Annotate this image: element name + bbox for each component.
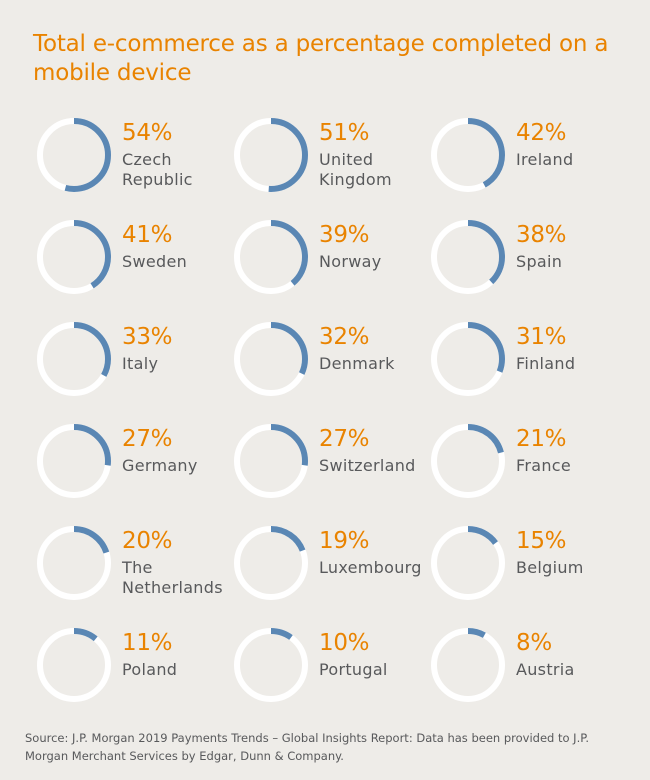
country-label: Belgium xyxy=(516,558,584,577)
donut-chart xyxy=(37,118,111,192)
donut-value-arc xyxy=(431,424,505,498)
donut-chart xyxy=(234,526,308,600)
country-label: Luxembourg xyxy=(319,558,422,577)
donut-tile: 51% United Kingdom xyxy=(233,117,433,207)
donut-chart xyxy=(234,322,308,396)
donut-tile: 32% Denmark xyxy=(233,321,433,411)
donut-track xyxy=(37,628,111,702)
donut-tile: 10% Portugal xyxy=(233,627,433,717)
donut-chart xyxy=(37,628,111,702)
donut-value-arc xyxy=(234,424,308,498)
chart-title: Total e-commerce as a percentage complet… xyxy=(33,31,609,86)
percentage-value: 41% xyxy=(122,222,173,248)
donut-chart xyxy=(37,424,111,498)
donut-chart xyxy=(431,526,505,600)
donut-track xyxy=(431,628,505,702)
donut-tile: 31% Finland xyxy=(430,321,630,411)
country-label: Poland xyxy=(122,660,178,679)
percentage-value: 27% xyxy=(319,426,370,452)
country-label: Switzerland xyxy=(319,456,416,475)
donut-track xyxy=(234,628,308,702)
donut-chart xyxy=(234,628,308,702)
donut-chart xyxy=(431,424,505,498)
donut-value-arc xyxy=(234,628,308,702)
country-label: Sweden xyxy=(122,252,188,271)
donut-chart xyxy=(234,118,308,192)
donut-value-arc xyxy=(37,424,111,498)
donut-tile: 42% Ireland xyxy=(430,117,630,207)
percentage-value: 38% xyxy=(516,222,567,248)
donut-tile: 19% Luxembourg xyxy=(233,525,433,615)
donut-value-arc xyxy=(431,628,505,702)
country-label: The Netherlands xyxy=(122,558,223,597)
donut-tile: 20% The Netherlands xyxy=(36,525,236,615)
donut-chart xyxy=(37,526,111,600)
country-label: Norway xyxy=(319,252,382,271)
donut-chart xyxy=(431,220,505,294)
donut-chart xyxy=(37,322,111,396)
donut-value-arc xyxy=(234,322,308,396)
percentage-value: 39% xyxy=(319,222,370,248)
country-label: Denmark xyxy=(319,354,395,373)
donut-tile: 27% Germany xyxy=(36,423,236,513)
donut-tile: 11% Poland xyxy=(36,627,236,717)
percentage-value: 54% xyxy=(122,120,173,146)
donut-value-arc xyxy=(234,118,308,192)
donut-tile: 38% Spain xyxy=(430,219,630,309)
percentage-value: 19% xyxy=(319,528,370,554)
donut-chart xyxy=(234,424,308,498)
percentage-value: 27% xyxy=(122,426,173,452)
donut-tile: 54% Czech Republic xyxy=(36,117,236,207)
percentage-value: 33% xyxy=(122,324,173,350)
donut-value-arc xyxy=(234,220,308,294)
donut-tile: 21% France xyxy=(430,423,630,513)
country-label: United Kingdom xyxy=(319,150,392,189)
donut-tile: 27% Switzerland xyxy=(233,423,433,513)
percentage-value: 10% xyxy=(319,630,370,656)
percentage-value: 20% xyxy=(122,528,173,554)
percentage-value: 42% xyxy=(516,120,567,146)
percentage-value: 21% xyxy=(516,426,567,452)
donut-value-arc xyxy=(431,526,505,600)
donut-value-arc xyxy=(37,526,111,600)
percentage-value: 15% xyxy=(516,528,567,554)
donut-chart xyxy=(37,220,111,294)
donut-tile: 33% Italy xyxy=(36,321,236,411)
donut-tile: 41% Sweden xyxy=(36,219,236,309)
donut-chart xyxy=(431,118,505,192)
donut-tile: 8% Austria xyxy=(430,627,630,717)
percentage-value: 51% xyxy=(319,120,370,146)
donut-value-arc xyxy=(37,118,111,192)
country-label: Czech Republic xyxy=(122,150,193,189)
country-label: Germany xyxy=(122,456,198,475)
country-label: Italy xyxy=(122,354,159,373)
source-note: Source: J.P. Morgan 2019 Payments Trends… xyxy=(25,731,590,763)
donut-chart xyxy=(234,220,308,294)
donut-value-arc xyxy=(37,628,111,702)
country-label: Finland xyxy=(516,354,576,373)
donut-value-arc xyxy=(234,526,308,600)
donut-value-arc xyxy=(37,220,111,294)
donut-chart xyxy=(431,628,505,702)
country-label: Spain xyxy=(516,252,563,271)
donut-tile: 39% Norway xyxy=(233,219,433,309)
percentage-value: 11% xyxy=(122,630,173,656)
donut-value-arc xyxy=(431,118,505,192)
donut-value-arc xyxy=(431,220,505,294)
percentage-value: 8% xyxy=(516,630,552,656)
country-label: Ireland xyxy=(516,150,574,169)
country-label: France xyxy=(516,456,572,475)
donut-value-arc xyxy=(431,322,505,396)
donut-chart xyxy=(431,322,505,396)
country-label: Austria xyxy=(516,660,575,679)
donut-tile: 15% Belgium xyxy=(430,525,630,615)
donut-value-arc xyxy=(37,322,111,396)
country-label: Portugal xyxy=(319,660,388,679)
percentage-value: 32% xyxy=(319,324,370,350)
percentage-value: 31% xyxy=(516,324,567,350)
